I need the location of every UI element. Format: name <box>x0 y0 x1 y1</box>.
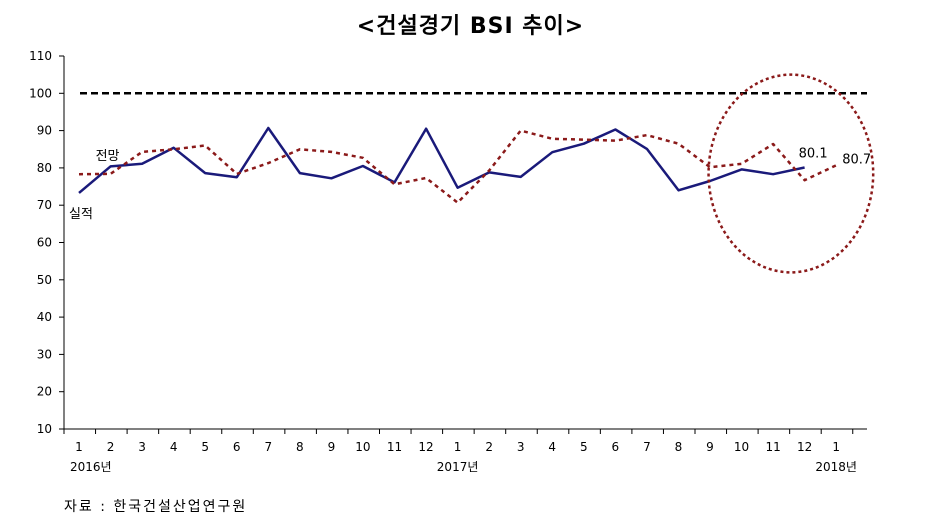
y-tick-label: 100 <box>29 86 52 100</box>
series-label: 실적 <box>69 207 93 222</box>
x-tick-label: 6 <box>612 440 620 454</box>
y-tick-label: 110 <box>29 49 52 63</box>
x-tick-label: 5 <box>201 440 209 454</box>
x-tick-label: 12 <box>797 440 812 454</box>
x-tick-label: 5 <box>580 440 588 454</box>
x-tick-label: 11 <box>387 440 402 454</box>
x-tick-label: 10 <box>355 440 370 454</box>
x-tick-label: 10 <box>734 440 749 454</box>
y-axis: 10 20 30 40 50 60 70 80 90 100 110 <box>29 49 65 436</box>
source-note: 자료 : 한국건설산업연구원 <box>64 499 248 515</box>
x-tick-label: 8 <box>296 440 304 454</box>
y-tick-label: 50 <box>37 273 52 287</box>
x-tick-label: 3 <box>517 440 525 454</box>
highlight-ellipse <box>707 73 875 274</box>
x-tick-label: 6 <box>233 440 241 454</box>
x-tick-label: 4 <box>548 440 556 454</box>
y-tick-label: 70 <box>37 198 52 212</box>
x-tick-label: 7 <box>264 440 272 454</box>
x-year-label: 2018년 <box>815 460 857 474</box>
y-tick-label: 10 <box>37 422 52 436</box>
x-tick-label: 1 <box>832 440 840 454</box>
x-tick-label: 1 <box>454 440 462 454</box>
data-label: 80.1 <box>799 147 828 162</box>
x-tick-label: 9 <box>328 440 336 454</box>
x-year-label: 2017년 <box>437 460 479 474</box>
y-tick-label: 60 <box>37 236 52 250</box>
series-label: 전망 <box>96 149 120 164</box>
x-tick-label: 11 <box>765 440 780 454</box>
y-tick-label: 20 <box>37 385 52 399</box>
x-tick-label: 3 <box>138 440 146 454</box>
y-tick-label: 40 <box>37 310 52 324</box>
x-tick-label: 4 <box>170 440 178 454</box>
x-tick-label: 12 <box>418 440 433 454</box>
x-tick-label: 9 <box>706 440 714 454</box>
x-year-label: 2016년 <box>70 460 112 474</box>
x-tick-label: 2 <box>107 440 115 454</box>
x-tick-label: 2 <box>485 440 493 454</box>
series-line-actual <box>78 126 805 194</box>
series-line-forecast <box>78 129 837 204</box>
y-tick-label: 30 <box>37 347 52 361</box>
x-tick-label: 7 <box>643 440 651 454</box>
chart-title: <건설경기 BSI 추이> <box>356 14 585 39</box>
x-tick-label: 1 <box>75 440 83 454</box>
y-tick-label: 90 <box>37 124 52 138</box>
x-tick-label: 8 <box>675 440 683 454</box>
data-label: 80.7 <box>842 152 871 167</box>
y-tick-label: 80 <box>37 161 52 175</box>
series-group <box>78 126 837 204</box>
